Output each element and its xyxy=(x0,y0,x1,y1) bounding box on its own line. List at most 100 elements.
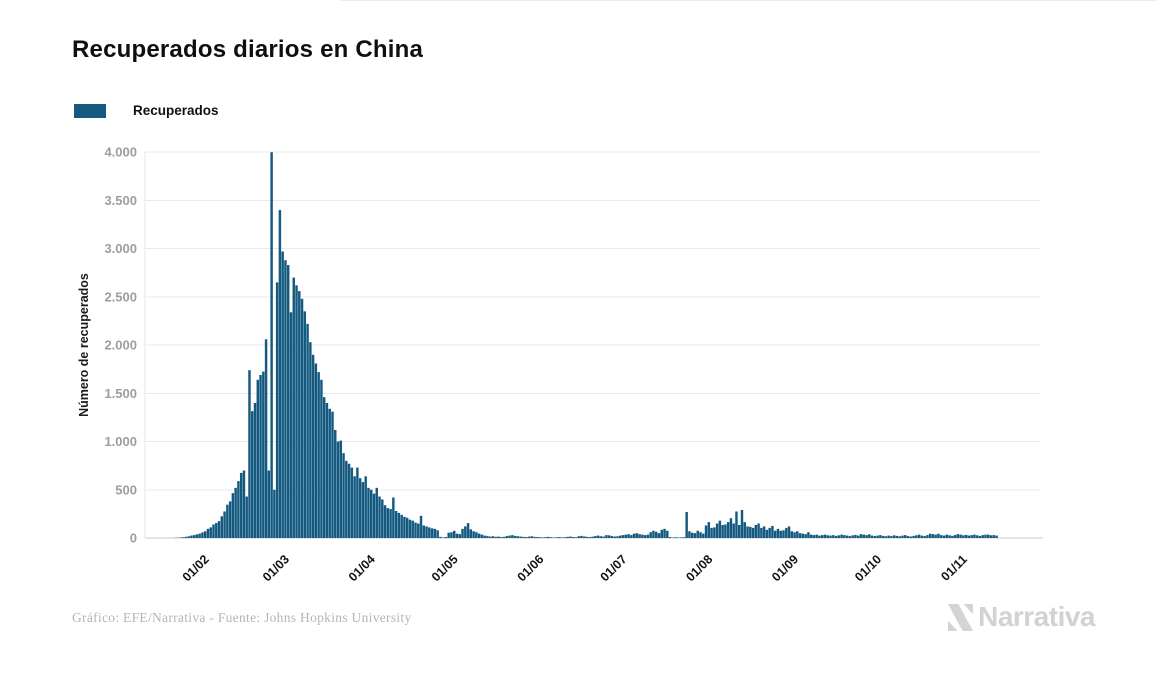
bar xyxy=(989,535,993,538)
bar xyxy=(251,411,254,538)
x-tick-label: 01/05 xyxy=(429,552,461,584)
bar xyxy=(566,536,569,538)
bar xyxy=(865,535,868,538)
bar xyxy=(444,537,448,538)
bar xyxy=(931,534,935,538)
bar xyxy=(281,251,284,539)
bar xyxy=(436,530,439,538)
bar xyxy=(613,536,616,538)
bar xyxy=(981,535,984,538)
bar xyxy=(821,535,824,538)
bar xyxy=(234,487,237,538)
bar xyxy=(751,527,755,538)
bar xyxy=(547,536,550,538)
bar xyxy=(876,535,879,538)
bar xyxy=(851,535,854,538)
bar xyxy=(569,536,572,538)
bar xyxy=(217,521,221,538)
bar xyxy=(334,429,337,538)
y-tick-label: 500 xyxy=(115,482,137,497)
bar xyxy=(674,537,677,538)
bar xyxy=(275,282,279,538)
bar xyxy=(347,463,351,538)
bar xyxy=(209,527,212,538)
legend-label: Recuperados xyxy=(133,103,219,118)
bar xyxy=(475,532,478,538)
bar xyxy=(696,530,699,538)
bar xyxy=(663,528,666,538)
bar xyxy=(284,260,287,538)
bar xyxy=(915,535,918,538)
bar xyxy=(801,533,805,538)
bar xyxy=(522,536,525,538)
bar xyxy=(403,516,406,538)
bar xyxy=(975,535,979,538)
bar xyxy=(245,496,248,538)
bar xyxy=(923,536,926,538)
bar xyxy=(818,535,821,538)
y-tick-label: 1.000 xyxy=(104,434,137,449)
bar xyxy=(627,534,630,538)
bar xyxy=(757,523,760,538)
bar xyxy=(594,536,597,538)
bar xyxy=(574,537,578,538)
bar xyxy=(798,533,802,538)
gridlines: 0 500 1.000 1.500 2.000 2.500 3.000 3.500 4.000 xyxy=(104,145,1043,546)
bar xyxy=(336,441,340,538)
bar xyxy=(464,526,467,538)
bar xyxy=(887,535,890,538)
bar xyxy=(749,526,752,538)
x-tick-label: 01/02 xyxy=(180,552,212,584)
bar xyxy=(948,535,951,538)
bar xyxy=(585,536,589,538)
y-tick-label: 3.500 xyxy=(104,193,137,208)
bar xyxy=(591,536,594,538)
bar xyxy=(854,534,857,538)
bar xyxy=(787,526,791,538)
bar xyxy=(345,460,348,538)
bar xyxy=(859,534,863,538)
x-tick-label: 01/11 xyxy=(938,552,970,584)
legend: Recuperados xyxy=(74,103,219,118)
bar xyxy=(358,478,362,538)
bar xyxy=(289,312,293,538)
bar xyxy=(375,487,378,538)
bar xyxy=(951,535,954,538)
bar xyxy=(984,534,987,538)
bar xyxy=(555,537,558,538)
bar xyxy=(400,514,403,538)
bar xyxy=(635,533,639,538)
bar xyxy=(422,525,426,538)
bar xyxy=(649,532,652,538)
bar xyxy=(995,535,998,538)
bar xyxy=(433,528,437,538)
bar xyxy=(353,476,356,538)
bar xyxy=(239,472,243,538)
bar xyxy=(815,534,818,538)
bar xyxy=(641,534,644,538)
bar xyxy=(840,534,843,538)
bar xyxy=(610,536,614,538)
bar xyxy=(242,470,246,539)
bar xyxy=(201,532,204,538)
bar xyxy=(735,511,738,538)
y-tick-label: 1.500 xyxy=(104,386,137,401)
bar xyxy=(458,534,461,538)
bar xyxy=(325,402,329,538)
bar xyxy=(483,535,486,538)
narrativa-logo-text: Narrativa xyxy=(978,601,1095,632)
bar xyxy=(320,379,323,538)
bar xyxy=(228,501,232,538)
bar xyxy=(862,534,865,538)
bar xyxy=(270,152,273,538)
bar xyxy=(511,535,514,538)
bar xyxy=(306,323,309,538)
bar xyxy=(430,528,434,539)
bar xyxy=(616,536,619,538)
bars-recuperados xyxy=(173,152,998,539)
bar xyxy=(311,354,315,539)
bar xyxy=(726,522,730,538)
bar xyxy=(599,536,603,538)
